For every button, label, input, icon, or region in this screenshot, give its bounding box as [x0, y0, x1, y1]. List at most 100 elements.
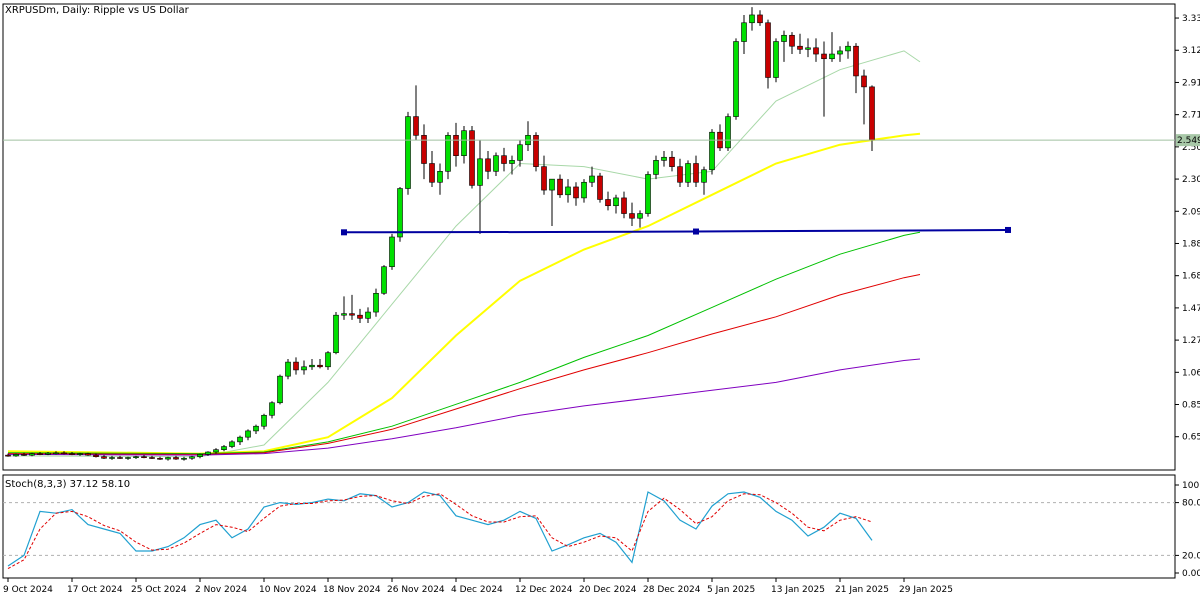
price-tick-label: 1.88855 — [1182, 239, 1200, 249]
candle — [373, 288, 379, 317]
candle — [813, 38, 819, 62]
support-trendline — [343, 229, 1009, 234]
candle — [85, 452, 91, 456]
candle-body — [429, 163, 435, 183]
ma-line-ma_green — [7, 231, 921, 455]
candle-body — [125, 457, 131, 459]
candle-body — [269, 402, 275, 416]
candle — [181, 456, 187, 461]
candle-body — [101, 456, 107, 459]
candle — [837, 46, 843, 62]
candle-body — [845, 45, 851, 52]
candle — [493, 152, 499, 177]
candle-body — [245, 430, 251, 438]
time-tick-label: 17 Oct 2024 — [67, 585, 123, 595]
candle-body — [469, 130, 475, 186]
main-panel-frame — [2, 3, 1176, 471]
candle-body — [317, 364, 323, 368]
candle-body — [13, 454, 19, 457]
candle-body — [765, 22, 771, 78]
time-tick-label: 2 Nov 2024 — [195, 585, 247, 595]
candle-body — [557, 178, 563, 196]
candle-body — [613, 197, 619, 207]
candle-body — [365, 311, 371, 319]
candle-body — [741, 22, 747, 42]
price-tick-label: 0.65285 — [1182, 433, 1200, 443]
candle-body — [181, 457, 187, 460]
candle-body — [341, 313, 347, 316]
candle-body — [397, 188, 403, 238]
candle — [821, 41, 827, 117]
candle — [861, 69, 867, 125]
candle — [253, 424, 259, 435]
candle — [357, 308, 363, 324]
chart-frames — [2, 3, 1176, 579]
candle — [333, 312, 339, 355]
price-tick-label: 3.12425 — [1182, 46, 1200, 56]
candle — [397, 186, 403, 242]
candle — [157, 456, 163, 460]
candle-body — [701, 169, 707, 183]
time-tick-label: 10 Nov 2024 — [259, 585, 317, 595]
candle-body — [405, 116, 411, 189]
candle — [189, 455, 195, 460]
candle-body — [709, 131, 715, 171]
candle — [5, 453, 11, 457]
candle — [853, 43, 859, 94]
current-price-box — [1176, 134, 1200, 147]
candle — [117, 455, 123, 460]
candle — [541, 155, 547, 195]
candle-body — [205, 451, 211, 455]
candle-body — [45, 452, 51, 455]
support-anchor — [1005, 226, 1011, 233]
candle-body — [301, 366, 307, 371]
candle-body — [725, 116, 731, 149]
candle-body — [869, 86, 875, 141]
ma-line-ma_purple — [7, 358, 921, 456]
candle — [605, 191, 611, 211]
candle-body — [149, 457, 155, 459]
candle-body — [837, 50, 843, 55]
candle-body — [461, 130, 467, 156]
candle — [741, 14, 747, 55]
price-tick-label: 0.85880 — [1182, 401, 1200, 411]
time-tick-label: 26 Nov 2024 — [387, 585, 445, 595]
candle — [325, 351, 331, 370]
candle — [293, 357, 299, 375]
candle — [469, 125, 475, 189]
candle-body — [61, 452, 67, 455]
candle — [621, 191, 627, 219]
candle-body — [813, 47, 819, 55]
candle-body — [93, 454, 99, 458]
price-tick-label: 2.09450 — [1182, 207, 1200, 217]
stoch-signal-line — [7, 493, 873, 570]
ma-line-ma_yellow — [7, 132, 921, 455]
candle — [461, 125, 467, 164]
candle-body — [805, 47, 811, 50]
candle — [581, 179, 587, 203]
price-tick-label: 1.06475 — [1182, 368, 1200, 378]
time-axis: 9 Oct 2024 17 Oct 2024 25 Oct 2024 2 Nov 20… — [3, 578, 953, 595]
candle — [629, 202, 635, 227]
candle — [101, 455, 107, 460]
candle — [845, 41, 851, 59]
candle — [93, 453, 99, 458]
candle — [453, 122, 459, 167]
candle-body — [509, 160, 515, 164]
candle — [205, 451, 211, 456]
candle — [301, 360, 307, 375]
candle-body — [325, 352, 331, 368]
support-anchor — [693, 228, 699, 235]
candle-body — [549, 178, 555, 191]
candle — [173, 455, 179, 460]
candle-body — [773, 41, 779, 78]
candle-body — [157, 457, 163, 460]
candle-body — [789, 34, 795, 47]
candle-body — [485, 158, 491, 172]
candle-body — [749, 14, 755, 24]
candle-body — [733, 41, 739, 117]
candle — [485, 150, 491, 180]
candle — [413, 85, 419, 141]
candle — [213, 448, 219, 454]
